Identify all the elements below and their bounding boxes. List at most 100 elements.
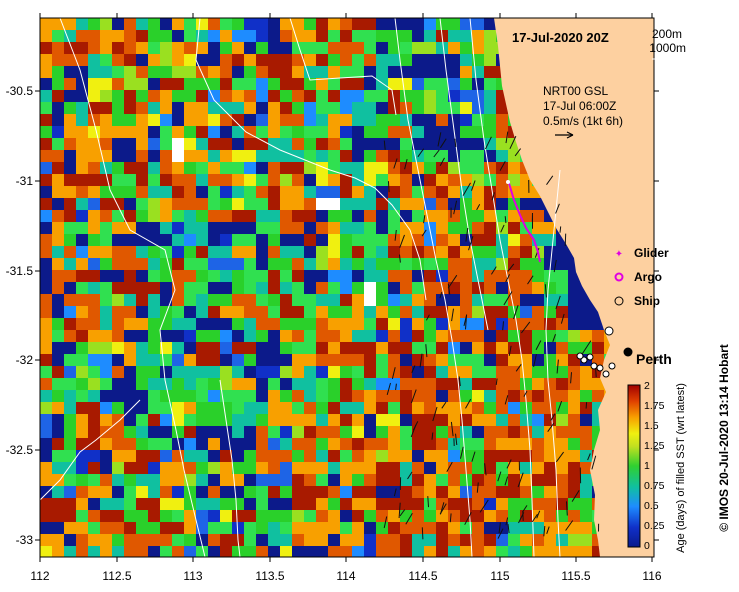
x-tick-label: 113.5	[255, 569, 284, 583]
current-vector	[559, 226, 562, 233]
sst-pixel	[160, 150, 172, 162]
sst-pixel	[328, 210, 352, 222]
sst-pixel	[220, 354, 232, 366]
sst-pixel	[268, 150, 280, 162]
sst-pixel	[232, 378, 256, 390]
current-vector	[504, 476, 509, 486]
sst-pixel	[508, 438, 532, 450]
sst-pixel	[280, 534, 292, 546]
sst-pixel	[556, 414, 568, 426]
sst-pixel	[40, 210, 52, 222]
sst-pixel	[460, 366, 472, 378]
sst-pixel	[280, 186, 304, 210]
vector-source: NRT00 GSL	[543, 84, 608, 98]
sst-pixel	[208, 66, 220, 78]
sst-pixel	[244, 486, 256, 498]
sst-pixel	[292, 54, 304, 66]
sst-pixel	[52, 414, 64, 426]
sst-pixel	[436, 78, 448, 90]
sst-pixel	[544, 510, 556, 522]
current-vector	[447, 274, 458, 289]
sst-pixel	[148, 378, 172, 390]
current-vector	[404, 158, 408, 170]
current-vector	[399, 509, 406, 517]
credit-text: © IMOS 20-Jul-2020 13:14 Hobart	[717, 344, 731, 532]
sst-pixel	[136, 426, 148, 438]
sst-pixel	[460, 126, 484, 138]
sst-pixel	[496, 450, 520, 462]
sst-pixel	[544, 390, 568, 402]
current-vector	[455, 433, 458, 446]
sst-pixel	[448, 366, 460, 378]
sst-pixel	[316, 378, 328, 402]
y-tick-label: -31.5	[6, 264, 34, 278]
sst-pixel	[88, 330, 112, 342]
sst-pixel	[412, 186, 424, 198]
sst-pixel	[40, 546, 52, 557]
sst-pixel	[136, 42, 148, 54]
sst-pixel	[256, 474, 280, 486]
current-vector	[433, 149, 440, 158]
sst-pixel	[256, 222, 280, 234]
sst-pixel	[292, 342, 304, 354]
sst-pixel	[328, 402, 340, 414]
sst-pixel	[292, 366, 304, 378]
sst-pixel	[64, 546, 76, 557]
current-vector	[550, 413, 556, 421]
y-tick-label: -33	[16, 533, 34, 547]
sst-pixel	[52, 30, 64, 42]
sst-pixel	[568, 342, 592, 354]
sst-pixel	[304, 438, 316, 450]
sst-pixel	[268, 450, 292, 462]
y-tick-label: -31	[16, 174, 34, 188]
sst-pixel	[100, 114, 112, 138]
sst-pixel	[460, 450, 484, 462]
sst-pixel	[76, 318, 100, 330]
vector-scale-label: 0.5m/s (1kt 6h)	[543, 114, 623, 128]
sst-pixel	[388, 210, 400, 234]
sst-pixel	[124, 354, 136, 366]
sst-pixel	[172, 234, 184, 246]
sst-pixel	[388, 534, 400, 546]
sst-pixel	[244, 66, 256, 78]
colorbar-tick: 2	[644, 380, 650, 392]
sst-pixel	[76, 486, 88, 498]
sst-pixel	[448, 342, 460, 354]
current-vector	[505, 131, 509, 144]
sst-pixel	[196, 90, 208, 102]
sst-pixel	[316, 162, 328, 174]
sst-pixel	[232, 150, 256, 162]
sst-pixel	[400, 114, 412, 126]
sst-pixel	[520, 186, 532, 198]
sst-pixel	[436, 198, 448, 210]
sst-pixel	[352, 306, 364, 330]
sst-pixel	[364, 90, 388, 102]
sst-pixel	[88, 174, 112, 186]
sst-pixel	[208, 270, 220, 282]
sst-pixel	[436, 162, 448, 174]
current-vector	[507, 263, 515, 272]
sst-pixel	[280, 102, 292, 114]
x-tick-label: 113	[183, 569, 202, 583]
current-vector	[399, 234, 405, 248]
sst-pixel	[232, 18, 244, 30]
vector-scale-arrow	[555, 131, 574, 139]
sst-pixel	[172, 270, 196, 282]
sst-pixel	[256, 42, 268, 54]
sst-pixel	[496, 318, 508, 330]
sst-pixel	[64, 138, 76, 150]
sst-pixel	[544, 354, 556, 366]
sst-pixel	[52, 402, 64, 414]
sst-pixel	[88, 66, 112, 78]
current-vector	[581, 340, 592, 354]
sst-pixel	[460, 246, 472, 258]
sst-pixel	[448, 402, 472, 414]
current-vector	[536, 510, 541, 519]
current-vector	[398, 502, 401, 519]
sst-pixel	[244, 522, 256, 546]
sst-pixel	[496, 126, 508, 138]
sst-pixel	[304, 150, 316, 162]
sst-pixel	[88, 438, 100, 450]
sst-pixel	[424, 18, 436, 30]
sst-pixel	[208, 210, 232, 222]
